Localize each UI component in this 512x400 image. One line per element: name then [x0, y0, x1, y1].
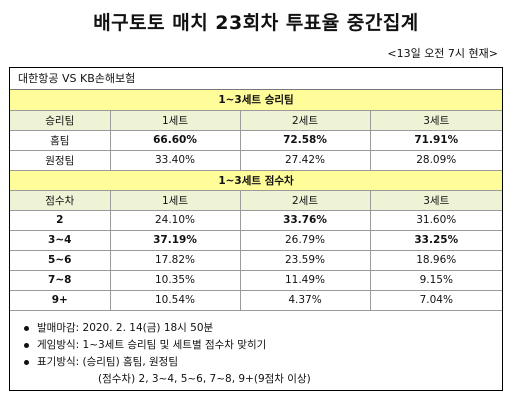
table-row: 5~6 17.82% 23.59% 18.96%	[10, 249, 502, 271]
cell-value: 71.91%	[369, 129, 502, 151]
cell-value: 37.19%	[109, 229, 241, 251]
row-label: 2	[10, 209, 111, 231]
column-header-row: 점수차 1세트 2세트 3세트	[10, 189, 502, 211]
cell-value: 26.79%	[239, 229, 371, 251]
results-table: 1~3세트 승리팀 승리팀 1세트 2세트 3세트 홈팀 66.60% 72.5…	[10, 90, 502, 311]
cell-value: 17.82%	[109, 249, 241, 271]
cell-value: 9.15%	[369, 269, 502, 291]
table-row: 9+ 10.54% 4.37% 7.04%	[10, 289, 502, 311]
section-title: 1~3세트 승리팀	[10, 90, 502, 111]
page-title: 배구토토 매치 23회차 투표율 중간집계	[93, 12, 419, 34]
timestamp-label: <13일 오전 7시 현재>	[387, 47, 498, 60]
row-label: 9+	[10, 289, 111, 311]
table-row: 원정팀 33.40% 27.42% 28.09%	[10, 149, 502, 171]
column-header: 1세트	[109, 109, 241, 131]
cell-value: 10.35%	[109, 269, 241, 291]
note-text: 표기방식: (승리팀) 홈팀, 원정팀	[37, 356, 179, 368]
note-text: 발매마감: 2020. 2. 14(금) 18시 50분	[37, 322, 214, 334]
note-sub-text: (점수차) 2, 3~4, 5~6, 7~8, 9+(9점차 이상)	[98, 373, 311, 385]
cell-value: 24.10%	[109, 209, 241, 231]
cell-value: 28.09%	[369, 149, 502, 171]
bullet-icon	[24, 343, 29, 348]
column-header: 1세트	[109, 189, 241, 211]
cell-value: 10.54%	[109, 289, 241, 311]
row-label: 5~6	[10, 249, 111, 271]
table-row: 홈팀 66.60% 72.58% 71.91%	[10, 129, 502, 151]
column-header-row: 승리팀 1세트 2세트 3세트	[10, 109, 502, 131]
column-header: 2세트	[239, 189, 371, 211]
match-title: 대한항공 VS KB손해보험	[10, 68, 502, 90]
results-panel: 대한항공 VS KB손해보험 1~3세트 승리팀 승리팀 1세트 2세트 3세트…	[9, 67, 503, 391]
table-row: 2 24.10% 33.76% 31.60%	[10, 209, 502, 231]
table-row: 3~4 37.19% 26.79% 33.25%	[10, 229, 502, 251]
cell-value: 11.49%	[239, 269, 371, 291]
row-label: 홈팀	[10, 129, 111, 151]
row-label: 3~4	[10, 229, 111, 251]
cell-value: 18.96%	[369, 249, 502, 271]
cell-value: 27.42%	[239, 149, 371, 171]
bullet-icon	[24, 326, 29, 331]
column-header: 3세트	[369, 189, 502, 211]
row-label: 원정팀	[10, 149, 111, 171]
column-header: 2세트	[239, 109, 371, 131]
cell-value: 66.60%	[109, 129, 241, 151]
note-text: 게임방식: 1~3세트 승리팀 및 세트별 점수차 맞히기	[37, 339, 267, 351]
section-header-margin: 1~3세트 점수차	[10, 169, 502, 191]
cell-value: 4.37%	[239, 289, 371, 311]
bullet-icon	[24, 360, 29, 365]
column-header: 승리팀	[10, 109, 111, 131]
cell-value: 23.59%	[239, 249, 371, 271]
cell-value: 72.58%	[239, 129, 371, 151]
cell-value: 33.76%	[239, 209, 371, 231]
column-header: 3세트	[369, 109, 502, 131]
cell-value: 33.40%	[109, 149, 241, 171]
section-header-winner: 1~3세트 승리팀	[10, 90, 502, 111]
column-header: 점수차	[10, 189, 111, 211]
cell-value: 33.25%	[369, 229, 502, 251]
row-label: 7~8	[10, 269, 111, 291]
cell-value: 31.60%	[369, 209, 502, 231]
table-row: 7~8 10.35% 11.49% 9.15%	[10, 269, 502, 291]
cell-value: 7.04%	[369, 289, 502, 311]
section-title: 1~3세트 점수차	[10, 169, 502, 191]
